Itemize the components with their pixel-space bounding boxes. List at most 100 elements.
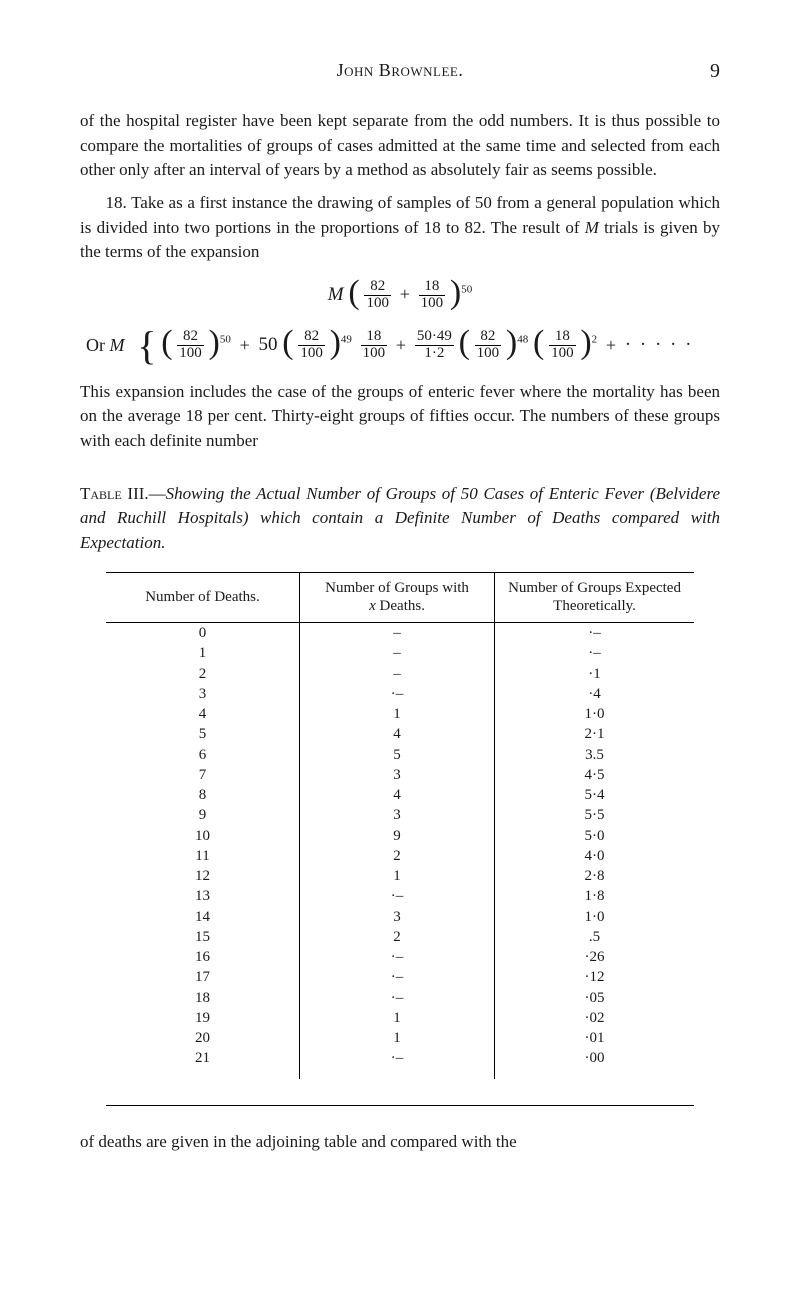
table-row: 1212·8 bbox=[106, 866, 695, 886]
cell-groups: ·– bbox=[300, 947, 494, 967]
cell-n: 17 bbox=[106, 967, 300, 987]
cell-expected: .5 bbox=[494, 927, 694, 947]
table-row: 411·0 bbox=[106, 704, 695, 724]
cell-groups: – bbox=[300, 664, 494, 684]
plus2: + bbox=[392, 335, 410, 357]
table-row: 3·–·4 bbox=[106, 684, 695, 704]
cell-expected: ·12 bbox=[494, 967, 694, 987]
cell-expected: 1·0 bbox=[494, 907, 694, 927]
cell-groups: 5 bbox=[300, 745, 494, 765]
cell-n: 13 bbox=[106, 886, 300, 906]
table-body: 0–·–1–·–2–·13·–·4411·0542·1653.5734·5845… bbox=[106, 623, 695, 1079]
t3c-exp: 2 bbox=[592, 334, 598, 346]
t3a-frac: 50·49 1·2 bbox=[415, 329, 454, 362]
cell-expected: ·02 bbox=[494, 1008, 694, 1028]
or-M: M bbox=[110, 335, 125, 355]
cell-expected: ·01 bbox=[494, 1028, 694, 1048]
cell-n: 0 bbox=[106, 623, 300, 644]
t2-frac: 82 100 bbox=[298, 329, 325, 362]
table-iii: Number of Deaths. Number of Groups with … bbox=[106, 572, 695, 1079]
cell-groups: 3 bbox=[300, 805, 494, 825]
table-row: 201·01 bbox=[106, 1028, 695, 1048]
t3b-rparen: ) bbox=[506, 328, 517, 359]
table-row: 17·–·12 bbox=[106, 967, 695, 987]
cell-expected: 4·0 bbox=[494, 846, 694, 866]
cell-n: 12 bbox=[106, 866, 300, 886]
f1-frac2: 18 100 bbox=[419, 279, 446, 312]
cell-groups: 9 bbox=[300, 826, 494, 846]
t3c-den: 100 bbox=[549, 346, 576, 362]
t3b-lparen: ( bbox=[459, 328, 470, 359]
th-exp-l1: Number of Groups Expected bbox=[508, 580, 681, 596]
cell-n: 5 bbox=[106, 724, 300, 744]
cell-n: 4 bbox=[106, 704, 300, 724]
table-row: 542·1 bbox=[106, 724, 695, 744]
cell-expected: 4·5 bbox=[494, 765, 694, 785]
cell-groups: 4 bbox=[300, 724, 494, 744]
cell-groups: 1 bbox=[300, 866, 494, 886]
t2b-den: 100 bbox=[361, 346, 388, 362]
t3c-frac: 18 100 bbox=[549, 329, 576, 362]
cell-n: 11 bbox=[106, 846, 300, 866]
cell-expected: ·– bbox=[494, 643, 694, 663]
cell-expected: 3.5 bbox=[494, 745, 694, 765]
t1-frac: 82 100 bbox=[177, 329, 204, 362]
t3c-rparen: ) bbox=[580, 328, 591, 359]
cell-groups: 3 bbox=[300, 907, 494, 927]
f1-exp: 50 bbox=[461, 283, 472, 295]
cell-expected: 5·4 bbox=[494, 785, 694, 805]
th-groups-x: x bbox=[369, 598, 376, 614]
cell-n: 10 bbox=[106, 826, 300, 846]
cell-n: 18 bbox=[106, 988, 300, 1008]
table-row: 1124·0 bbox=[106, 846, 695, 866]
cell-groups: 3 bbox=[300, 765, 494, 785]
table-row: 1–·– bbox=[106, 643, 695, 663]
cell-n: 9 bbox=[106, 805, 300, 825]
table-row: 653.5 bbox=[106, 745, 695, 765]
cell-groups: – bbox=[300, 643, 494, 663]
lparen: ( bbox=[348, 278, 359, 309]
t3c-lparen: ( bbox=[533, 328, 544, 359]
table-bottom-rule bbox=[106, 1105, 695, 1106]
cell-groups: 4 bbox=[300, 785, 494, 805]
t2b-num: 18 bbox=[361, 329, 388, 346]
formula-1: M ( 82 100 + 18 100 )50 bbox=[80, 279, 720, 312]
caption-dash: — bbox=[149, 484, 166, 503]
table-row: 1095·0 bbox=[106, 826, 695, 846]
para2-M: M bbox=[585, 218, 599, 237]
t3b-frac: 82 100 bbox=[475, 329, 502, 362]
f1-frac1: 82 100 bbox=[364, 279, 391, 312]
t3a-num: 50·49 bbox=[415, 329, 454, 346]
f1-plus: + bbox=[396, 284, 414, 306]
cell-groups: 1 bbox=[300, 1028, 494, 1048]
cell-expected: ·4 bbox=[494, 684, 694, 704]
table-row: 16·–·26 bbox=[106, 947, 695, 967]
cell-n: 14 bbox=[106, 907, 300, 927]
table-row: 152.5 bbox=[106, 927, 695, 947]
th-groups-rest: Deaths. bbox=[376, 598, 425, 614]
t2-rparen: ) bbox=[330, 328, 341, 359]
f1-frac1-den: 100 bbox=[364, 296, 391, 312]
cell-n: 1 bbox=[106, 643, 300, 663]
cell-groups: 1 bbox=[300, 1008, 494, 1028]
table-row: 13·–1·8 bbox=[106, 886, 695, 906]
plus3: + bbox=[602, 335, 620, 357]
running-head-author: John Brownlee. bbox=[337, 60, 464, 80]
plus1: + bbox=[236, 335, 254, 357]
t3c-num: 18 bbox=[549, 329, 576, 346]
table-row: 0–·– bbox=[106, 623, 695, 644]
cell-n: 20 bbox=[106, 1028, 300, 1048]
cell-groups: ·– bbox=[300, 1048, 494, 1078]
t1-lparen: ( bbox=[161, 328, 172, 359]
cell-n: 21 bbox=[106, 1048, 300, 1078]
f1-frac2-num: 18 bbox=[419, 279, 446, 296]
paragraph-2: 18. Take as a first instance the drawing… bbox=[80, 191, 720, 265]
cell-groups: ·– bbox=[300, 886, 494, 906]
t1-exp: 50 bbox=[220, 334, 231, 346]
t3b-exp: 48 bbox=[517, 334, 528, 346]
cell-n: 8 bbox=[106, 785, 300, 805]
cell-expected: ·1 bbox=[494, 664, 694, 684]
t2b-frac: 18 100 bbox=[361, 329, 388, 362]
f1-frac2-den: 100 bbox=[419, 296, 446, 312]
cell-expected: ·26 bbox=[494, 947, 694, 967]
